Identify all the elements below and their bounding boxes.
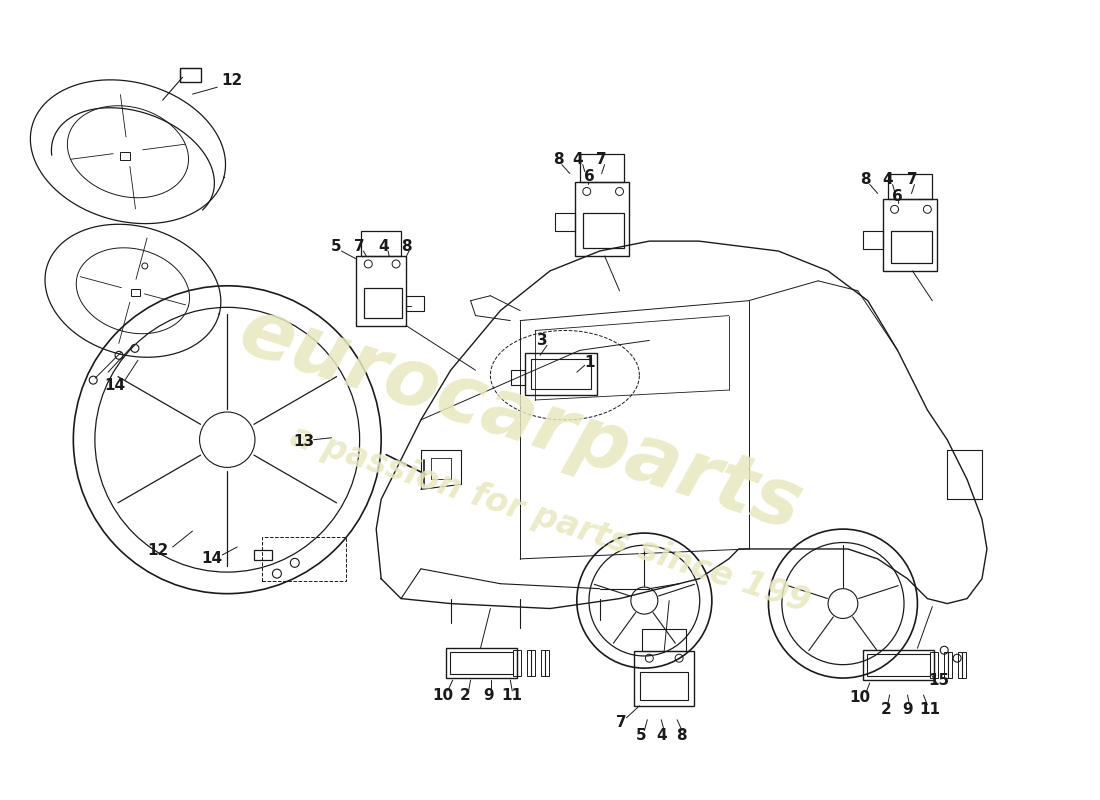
Text: 11: 11 (918, 702, 939, 718)
Bar (120, 152, 130, 160)
Bar (635, 651, 694, 706)
Bar (527, 650, 535, 676)
Bar (888, 174, 933, 199)
Bar (446, 648, 517, 678)
Bar (450, 652, 514, 674)
Text: 15: 15 (928, 673, 949, 687)
Bar (862, 231, 882, 249)
Text: 10: 10 (849, 690, 870, 706)
Bar (364, 288, 402, 318)
Bar (931, 652, 938, 678)
Bar (531, 359, 591, 389)
Text: 9: 9 (902, 702, 913, 718)
Text: 8: 8 (400, 238, 411, 254)
Bar (556, 214, 575, 231)
Text: 3: 3 (537, 333, 548, 348)
Text: 7: 7 (596, 152, 607, 167)
Text: 4: 4 (378, 238, 388, 254)
Text: 14: 14 (201, 551, 223, 566)
Text: 7: 7 (908, 172, 917, 187)
Text: 13: 13 (294, 434, 315, 450)
Bar (361, 231, 402, 256)
Bar (254, 550, 272, 560)
Bar (891, 231, 933, 263)
Bar (575, 182, 629, 256)
Bar (512, 370, 525, 385)
Text: 11: 11 (502, 689, 522, 703)
Text: 4: 4 (656, 728, 667, 743)
Text: 12: 12 (221, 73, 243, 88)
Bar (179, 68, 201, 82)
Bar (867, 654, 931, 676)
Text: 5: 5 (331, 238, 342, 254)
Bar (958, 652, 966, 678)
Text: a passion for parts since 199: a passion for parts since 199 (286, 419, 814, 619)
Bar (642, 630, 686, 651)
Text: 12: 12 (147, 543, 168, 558)
Bar (514, 650, 521, 676)
Text: 8: 8 (860, 172, 871, 187)
Text: 14: 14 (104, 378, 125, 393)
Text: 5: 5 (636, 728, 647, 743)
Text: 4: 4 (882, 172, 893, 187)
Bar (131, 289, 140, 296)
Bar (541, 650, 549, 676)
Bar (583, 214, 625, 248)
Bar (944, 652, 953, 678)
Bar (356, 256, 406, 326)
Bar (525, 354, 596, 395)
Bar (862, 650, 934, 680)
Text: 10: 10 (432, 689, 453, 703)
Text: eurocarparts: eurocarparts (229, 292, 812, 548)
Text: 7: 7 (616, 715, 627, 730)
Text: 1: 1 (584, 354, 595, 370)
Text: 8: 8 (675, 728, 686, 743)
Text: 2: 2 (880, 702, 891, 718)
Text: 8: 8 (552, 152, 563, 167)
Text: 9: 9 (483, 689, 494, 703)
Text: 4: 4 (572, 152, 583, 167)
Bar (882, 199, 937, 271)
Text: 7: 7 (354, 238, 364, 254)
Bar (580, 154, 625, 182)
Text: 6: 6 (584, 169, 595, 184)
Bar (262, 537, 346, 582)
Bar (406, 296, 424, 310)
Bar (640, 672, 688, 700)
Text: 2: 2 (460, 689, 471, 703)
Text: 6: 6 (892, 189, 903, 204)
